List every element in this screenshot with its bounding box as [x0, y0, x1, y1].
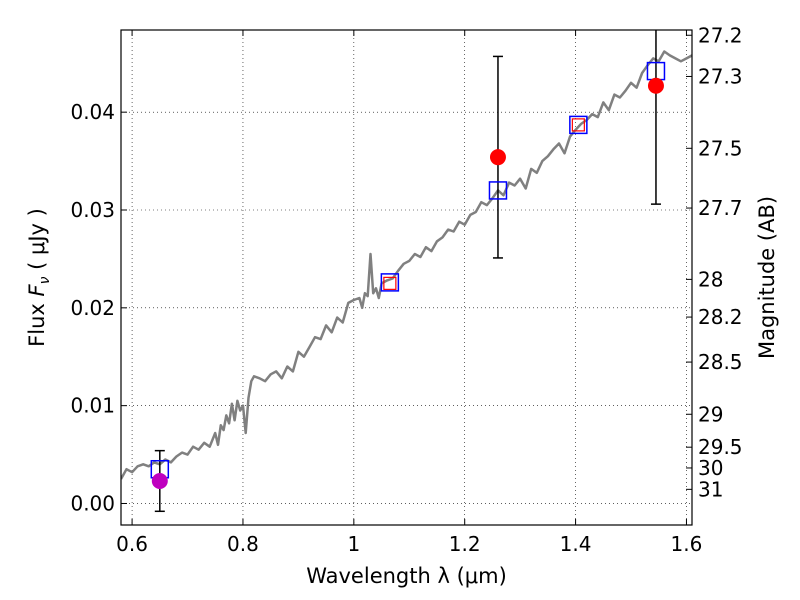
y-tick-label: 0.03 — [70, 198, 115, 222]
y-tick-label: 0.01 — [70, 394, 115, 418]
model-spectrum-line — [121, 50, 692, 480]
observed-point — [489, 149, 506, 166]
y2-tick-label: 29.5 — [698, 435, 743, 459]
observed-point — [647, 77, 664, 94]
x-tick-label: 1.4 — [560, 532, 592, 556]
y-tick-label: 0.04 — [70, 100, 115, 124]
x-axis: 0.6 0.8 1 1.2 1.4 1.6 — [116, 30, 702, 556]
y2-tick-label: 28 — [698, 267, 723, 291]
grid-lines — [121, 30, 692, 525]
observed-point-square — [571, 118, 585, 132]
y2-tick-label: 27.3 — [698, 64, 743, 88]
y-axis-title-prefix: Flux — [25, 297, 49, 347]
model-photometry-square — [569, 115, 588, 135]
x-tick-label: 0.8 — [227, 532, 259, 556]
x-tick-label: 0.6 — [116, 532, 148, 556]
y-axis-title-symbol: F — [25, 284, 49, 297]
y2-tick-label: 28.2 — [698, 305, 743, 329]
y-tick-label: 0.00 — [70, 491, 115, 515]
x-tick-label: 1.2 — [449, 532, 481, 556]
x-axis-title: Wavelength λ (μm) — [306, 564, 507, 588]
y-axis-title-suffix: ( μJy ) — [25, 208, 49, 276]
y-axis-title: Flux Fν ( μJy ) — [25, 208, 53, 347]
x-tick-label: 1 — [347, 532, 360, 556]
y2-tick-label: 27.2 — [698, 23, 743, 47]
plot-area — [121, 30, 692, 513]
y2-axis-title: Magnitude (AB) — [755, 196, 779, 359]
observed-point — [151, 472, 168, 489]
y2-tick-label: 28.5 — [698, 350, 743, 374]
plot-frame — [120, 29, 693, 526]
y2-tick-label: 31 — [698, 477, 723, 501]
y2-tick-label: 27.5 — [698, 136, 743, 160]
y2-tick-label: 27.7 — [698, 196, 743, 220]
model-photometry-square — [380, 273, 400, 292]
model-photometry-square — [488, 181, 508, 200]
y-tick-label: 0.02 — [70, 296, 115, 320]
y-axis-left: 0.00 0.01 0.02 0.03 0.04 — [70, 100, 127, 515]
y-axis-title-subscript: ν — [37, 276, 53, 284]
y2-tick-label: 30 — [698, 456, 723, 480]
observed-point-square — [383, 276, 397, 290]
y2-tick-label: 29 — [698, 402, 723, 426]
x-tick-label: 1.6 — [671, 532, 703, 556]
